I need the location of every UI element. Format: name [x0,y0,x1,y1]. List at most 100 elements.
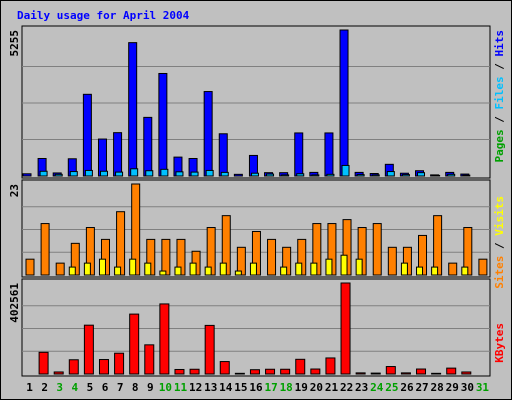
bar-kbytes-day-4 [68,359,79,375]
bar-visits-day-13 [204,266,212,276]
bar-sites-day-28 [433,215,443,276]
bar-kbytes-day-27 [416,368,427,375]
bar-files-day-2 [39,170,48,177]
bar-hits-day-5 [82,93,92,177]
x-tick-label-8: 8 [132,381,139,394]
x-tick-label-11: 11 [174,381,188,394]
legend-bottom: KBytes [493,323,506,363]
bar-hits-day-15 [233,173,243,177]
bar-kbytes-day-25 [385,366,396,375]
bar-hits-day-22 [339,29,349,177]
bar-files-day-7 [115,171,124,177]
bar-kbytes-day-3 [53,371,64,375]
x-tick-label-17: 17 [264,381,277,394]
x-tick-label-22: 22 [340,381,353,394]
bar-visits-day-30 [461,266,469,276]
legend-entry-pages: Pages [493,129,506,162]
bar-files-day-14 [220,171,229,177]
bar-sites-day-17 [267,238,277,276]
bar-files-day-17 [266,173,275,177]
bar-visits-day-21 [325,258,333,276]
bar-hits-day-9 [143,116,153,177]
bar-kbytes-day-12 [189,368,200,375]
bar-files-day-8 [130,168,139,177]
bar-files-day-19 [296,173,305,177]
bar-visits-day-7 [114,266,122,276]
bar-kbytes-day-20 [310,368,321,375]
bar-kbytes-day-22 [340,282,351,375]
bar-visits-day-10 [159,270,167,276]
bar-kbytes-day-15 [234,372,245,375]
bar-hits-day-10 [158,72,168,177]
bar-files-day-21 [326,173,335,177]
bar-files-day-30 [462,174,471,177]
bar-kbytes-day-29 [446,367,457,375]
panel-middle-max-label: 23 [8,184,21,197]
panel-bottom-max-label: 402561 [8,283,21,323]
bar-hits-day-1 [22,173,32,177]
x-tick-label-1: 1 [26,381,33,394]
bar-visits-day-4 [68,266,76,276]
x-tick-label-15: 15 [234,381,247,394]
bar-kbytes-day-16 [249,369,260,375]
x-tick-label-31: 31 [476,381,490,394]
bar-kbytes-day-7 [114,352,125,375]
bar-visits-day-9 [144,262,152,276]
legend-entry-kbytes: KBytes [493,323,506,363]
x-tick-label-18: 18 [280,381,293,394]
bar-sites-day-3 [55,262,65,276]
x-tick-label-28: 28 [431,381,444,394]
bar-sites-day-25 [387,246,397,276]
bar-kbytes-day-24 [370,372,381,375]
bar-visits-day-18 [280,266,288,276]
bar-files-day-23 [356,174,365,177]
bar-kbytes-day-17 [265,368,276,375]
bar-kbytes-day-9 [144,344,155,375]
x-tick-label-10: 10 [159,381,172,394]
bar-kbytes-day-13 [204,324,215,375]
x-tick-label-20: 20 [310,381,323,394]
x-tick-label-4: 4 [72,381,79,394]
bar-kbytes-day-8 [129,313,140,375]
bar-files-day-13 [205,169,214,177]
bar-kbytes-day-30 [461,371,472,375]
bar-visits-day-6 [98,258,106,276]
x-tick-label-19: 19 [295,381,308,394]
bar-visits-day-20 [310,262,318,276]
bar-hits-day-6 [97,138,107,177]
bar-kbytes-day-28 [431,372,442,375]
bar-files-day-22 [341,164,350,177]
legend-top: Pages / Files / Hits [493,30,506,163]
bar-files-day-28 [432,174,441,177]
bar-files-day-10 [160,168,169,177]
x-tick-label-5: 5 [87,381,94,394]
bar-kbytes-day-18 [280,368,291,375]
bar-visits-day-15 [234,270,242,276]
x-tick-label-29: 29 [446,381,459,394]
bar-hits-day-14 [218,133,228,177]
x-tick-label-2: 2 [41,381,48,394]
x-tick-label-7: 7 [117,381,124,394]
bar-visits-day-14 [219,262,227,276]
bar-sites-day-24 [372,223,382,276]
bar-kbytes-day-23 [355,372,366,375]
bar-kbytes-day-14 [219,361,230,375]
bar-files-day-18 [281,174,290,177]
bar-kbytes-day-2 [38,351,49,375]
x-tick-label-25: 25 [385,381,398,394]
bar-visits-day-19 [295,262,303,276]
bar-sites-day-29 [448,262,458,276]
bar-files-day-27 [417,172,426,177]
bar-kbytes-day-5 [83,324,94,375]
x-tick-label-21: 21 [325,381,339,394]
x-tick-label-16: 16 [249,381,263,394]
bar-files-day-26 [401,174,410,177]
bar-kbytes-day-11 [174,368,185,375]
bar-hits-day-21 [324,132,334,177]
x-tick-label-23: 23 [355,381,368,394]
x-tick-label-13: 13 [204,381,217,394]
bar-kbytes-day-10 [159,303,170,375]
bar-visits-day-11 [174,266,182,276]
panel-top-max-label: 5255 [8,30,21,57]
bar-kbytes-day-6 [98,359,109,375]
